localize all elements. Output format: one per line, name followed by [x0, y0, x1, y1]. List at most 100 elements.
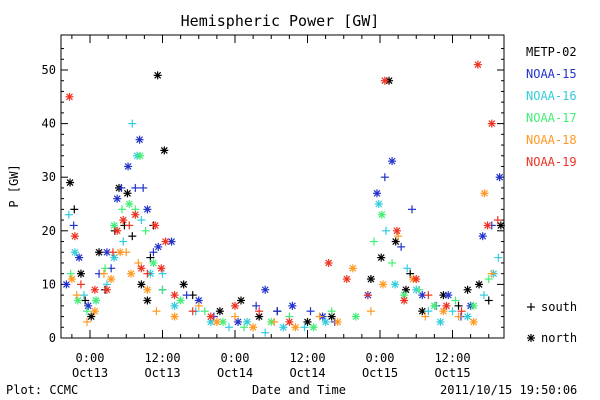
data-point-north — [206, 312, 215, 321]
data-point-south — [366, 307, 375, 316]
data-point-south — [415, 285, 424, 294]
data-point-south — [101, 264, 110, 273]
data-point-north — [374, 200, 383, 208]
data-point-south — [66, 269, 75, 278]
x-tick-label-date: Oct13 — [144, 366, 180, 380]
data-point-south — [79, 291, 88, 300]
data-point-south — [72, 291, 81, 300]
data-point-north — [473, 60, 482, 69]
data-point-south — [82, 307, 91, 316]
data-point-south — [273, 307, 282, 316]
data-point-north — [372, 189, 381, 198]
data-point-south — [388, 258, 397, 267]
data-point-south — [158, 269, 167, 278]
legend-south-marker — [527, 303, 535, 311]
data-point-north — [160, 146, 169, 155]
data-point-north — [110, 221, 119, 230]
data-point-south — [119, 237, 128, 246]
data-point-south — [139, 183, 148, 192]
data-point-north — [469, 317, 478, 326]
data-point-north — [377, 253, 386, 262]
data-point-south — [82, 317, 91, 326]
data-point-north — [351, 312, 360, 321]
data-point-south — [424, 291, 433, 300]
legend: METP-02 NOAA-15 NOAA-16 NOAA-17 NOAA-18 NOAA-… — [526, 45, 577, 345]
legend-marker-label: north — [541, 331, 577, 345]
data-point-south — [99, 269, 108, 278]
data-point-north — [119, 216, 128, 225]
data-point-south — [118, 205, 127, 214]
data-point-south — [76, 280, 85, 289]
data-point-south — [141, 226, 150, 235]
data-point-north — [67, 275, 76, 284]
data-point-south — [149, 248, 158, 257]
data-point-south — [300, 323, 309, 332]
data-point-north — [127, 269, 136, 278]
data-point-north — [303, 317, 312, 326]
data-point-south — [125, 221, 134, 230]
x-tick-label-time: 12:00 — [144, 351, 180, 365]
data-point-north — [391, 280, 400, 289]
x-tick-label-date: Oct14 — [217, 366, 253, 380]
data-point-south — [479, 291, 488, 300]
legend-entry: NOAA-15 — [526, 67, 577, 81]
data-point-north — [412, 275, 421, 284]
data-point-south — [403, 264, 412, 273]
data-point-north — [62, 280, 71, 289]
data-point-north — [194, 296, 203, 305]
series-noaa-18 — [67, 189, 496, 332]
plot-frame — [60, 34, 505, 339]
x-tick-label-date: Oct13 — [72, 366, 108, 380]
x-tick-label-date: Oct14 — [289, 366, 325, 380]
data-point-south — [382, 226, 391, 235]
data-point-south — [397, 242, 406, 251]
data-point-south — [494, 253, 503, 262]
data-point-north — [90, 285, 99, 294]
data-point-north — [324, 258, 333, 267]
data-point-north — [73, 296, 82, 305]
data-point-north — [143, 205, 152, 214]
data-point-north — [342, 275, 351, 284]
data-point-north — [366, 275, 375, 284]
data-point-north — [243, 317, 252, 326]
data-point-south — [69, 221, 78, 230]
data-point-south — [252, 301, 261, 310]
y-axis: 0 10 20 30 40 50 — [42, 48, 504, 345]
data-point-north — [212, 317, 221, 326]
x-tick-label-time: 0:00 — [366, 351, 395, 365]
y-tick-label: 40 — [42, 117, 56, 131]
y-tick-label: 20 — [42, 224, 56, 238]
data-point-north — [496, 221, 505, 230]
data-point-north — [291, 323, 300, 332]
data-point-north — [444, 291, 453, 300]
data-point-north — [123, 189, 132, 198]
data-point-north — [90, 307, 99, 316]
chart-title: Hemispheric Power [GW] — [181, 12, 380, 30]
data-point-north — [483, 221, 492, 230]
series-noaa-19 — [65, 60, 502, 326]
data-point-south — [484, 296, 493, 305]
data-point-south — [380, 173, 389, 182]
data-point-south — [487, 269, 496, 278]
data-point-north — [377, 210, 386, 219]
data-point-north — [107, 275, 116, 284]
data-point-south — [421, 312, 430, 321]
series-noaa-15 — [62, 135, 504, 326]
data-point-north — [237, 296, 246, 305]
data-point-north — [135, 135, 144, 144]
data-point-south — [454, 301, 463, 310]
legend-entry: NOAA-18 — [526, 133, 577, 147]
y-tick-label: 10 — [42, 277, 56, 291]
data-point-south — [448, 307, 457, 316]
data-point-north — [430, 301, 439, 310]
legend-north-marker — [527, 334, 535, 342]
data-point-south — [194, 301, 203, 310]
legend-entry: NOAA-17 — [526, 111, 577, 125]
data-point-south — [327, 307, 336, 316]
data-point-north — [436, 317, 445, 326]
data-point-south — [64, 210, 73, 219]
x-tick-label-date: Oct15 — [434, 366, 470, 380]
data-point-south — [117, 183, 126, 192]
data-point-north — [348, 264, 357, 273]
data-point-north — [478, 232, 487, 241]
